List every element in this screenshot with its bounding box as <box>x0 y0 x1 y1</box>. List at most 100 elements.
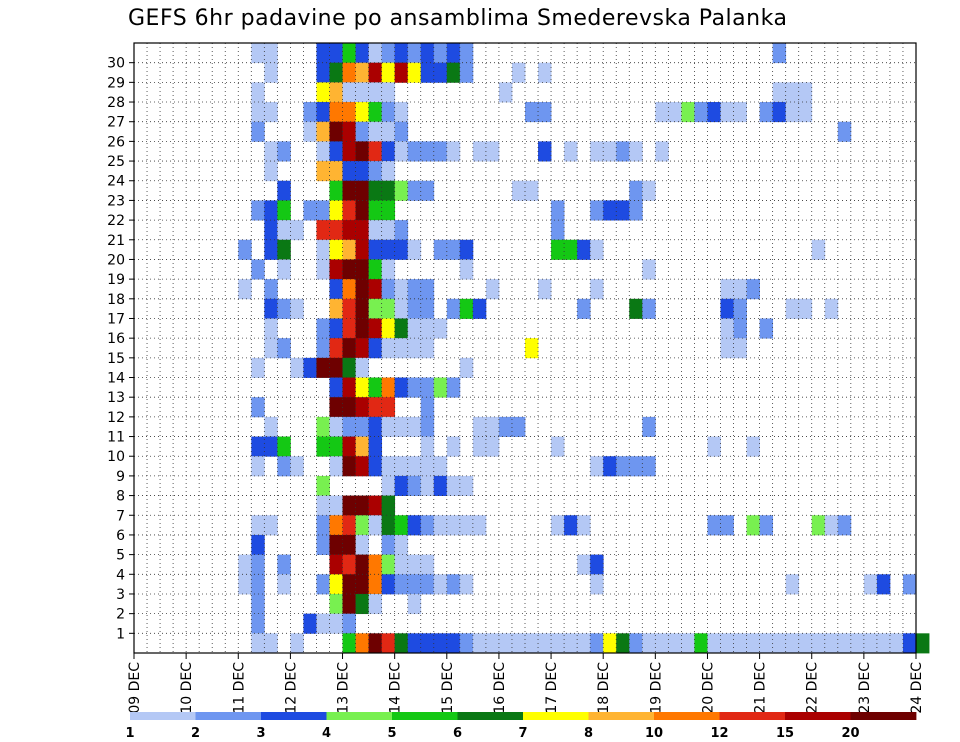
heatmap-cell <box>342 161 356 182</box>
heatmap-cell <box>329 121 343 142</box>
y-tick-label: 22 <box>107 213 125 229</box>
x-tick-label: 09 DEC <box>127 662 143 714</box>
heatmap-cell <box>316 62 330 83</box>
plot-frame <box>133 42 917 654</box>
heatmap-cell <box>342 102 356 123</box>
heatmap-cell <box>342 613 356 634</box>
heatmap-cell <box>316 475 330 496</box>
heatmap-cell <box>368 574 383 595</box>
heatmap-cell <box>368 180 383 201</box>
y-tick-label: 3 <box>116 587 125 603</box>
heatmap-cell <box>277 141 291 162</box>
heatmap-cell <box>551 515 565 536</box>
heatmap-cell <box>355 416 369 437</box>
heatmap-cell <box>407 62 422 83</box>
heatmap-cell <box>355 574 369 595</box>
heatmap-cell <box>394 62 409 83</box>
heatmap-cell <box>511 416 526 437</box>
heatmap-cell <box>368 456 383 477</box>
heatmap-cell <box>355 436 369 457</box>
y-tick-label: 6 <box>116 528 125 544</box>
colorbar-label: 8 <box>584 726 593 741</box>
heatmap-cell <box>381 416 396 437</box>
heatmap-cell <box>290 357 304 378</box>
heatmap-cell <box>590 456 604 477</box>
heatmap-cell <box>772 102 787 123</box>
heatmap-cell <box>368 298 383 319</box>
heatmap-cell <box>316 357 330 378</box>
heatmap-cell <box>381 633 396 654</box>
heatmap-cell <box>603 456 617 477</box>
heatmap-cell <box>381 220 396 241</box>
heatmap-cell <box>394 574 409 595</box>
heatmap-cell <box>420 515 435 536</box>
heatmap-cell <box>394 298 409 319</box>
heatmap-cell <box>355 633 369 654</box>
heatmap-cell <box>381 259 396 280</box>
heatmap-cell <box>329 338 343 359</box>
heatmap-cell <box>785 298 800 319</box>
heatmap-cell <box>381 475 396 496</box>
heatmap-cell <box>485 416 500 437</box>
heatmap-cell <box>342 338 356 359</box>
heatmap-cell <box>342 141 356 162</box>
heatmap-cell <box>381 515 396 536</box>
heatmap-cell <box>368 43 383 64</box>
y-tick-label: 10 <box>107 449 125 465</box>
heatmap-cell <box>472 436 487 457</box>
heatmap-cell <box>850 633 865 654</box>
heatmap-cell <box>902 633 917 654</box>
heatmap-cell <box>772 82 787 103</box>
heatmap-cell <box>264 141 278 162</box>
y-tick-label: 28 <box>107 95 125 111</box>
colorbar-swatch <box>392 712 458 720</box>
y-tick-label: 25 <box>107 154 125 170</box>
heatmap-cell <box>420 377 435 398</box>
heatmap-cell <box>329 43 343 64</box>
heatmap-cell <box>629 456 643 477</box>
heatmap-cell <box>485 141 500 162</box>
y-tick-label: 9 <box>116 469 125 485</box>
heatmap-cell <box>407 633 422 654</box>
heatmap-cell <box>616 200 630 221</box>
heatmap-cell <box>342 298 356 319</box>
heatmap-cell <box>420 43 435 64</box>
heatmap-cell <box>642 416 656 437</box>
x-tick-label: 15 DEC <box>440 662 456 714</box>
colorbar-swatch <box>195 712 262 720</box>
heatmap-cell <box>407 416 422 437</box>
heatmap-cell <box>577 633 591 654</box>
heatmap-cell <box>394 318 409 339</box>
heatmap-cell <box>264 436 278 457</box>
heatmap-cell <box>316 82 330 103</box>
x-tick-label: 23 DEC <box>857 662 873 714</box>
heatmap-cell <box>394 43 409 64</box>
heatmap-cell <box>551 220 565 241</box>
heatmap-cell <box>459 633 474 654</box>
heatmap-cell <box>538 62 552 83</box>
heatmap-cell <box>381 554 396 575</box>
heatmap-cell <box>277 298 291 319</box>
heatmap-cell <box>590 633 604 654</box>
heatmap-cell <box>407 456 422 477</box>
heatmap-cell <box>381 377 396 398</box>
heatmap-cell <box>707 102 721 123</box>
heatmap-cell <box>655 141 669 162</box>
heatmap-cell <box>329 534 343 556</box>
heatmap-cell <box>459 515 474 536</box>
heatmap-cell <box>733 338 747 359</box>
heatmap-cell <box>316 141 330 162</box>
heatmap-cell <box>746 633 760 654</box>
heatmap-cell <box>511 62 526 83</box>
grid-lines <box>134 43 916 653</box>
heatmap-cell <box>355 279 369 300</box>
heatmap-cell <box>251 574 265 595</box>
heatmap-cell <box>355 239 369 260</box>
heatmap-cell <box>629 633 643 654</box>
heatmap-cell <box>238 554 252 575</box>
heatmap-cell <box>420 298 435 319</box>
heatmap-cell <box>642 633 656 654</box>
y-tick-label: 15 <box>107 351 125 367</box>
heatmap-cell <box>342 220 356 241</box>
heatmap-cell <box>381 298 396 319</box>
